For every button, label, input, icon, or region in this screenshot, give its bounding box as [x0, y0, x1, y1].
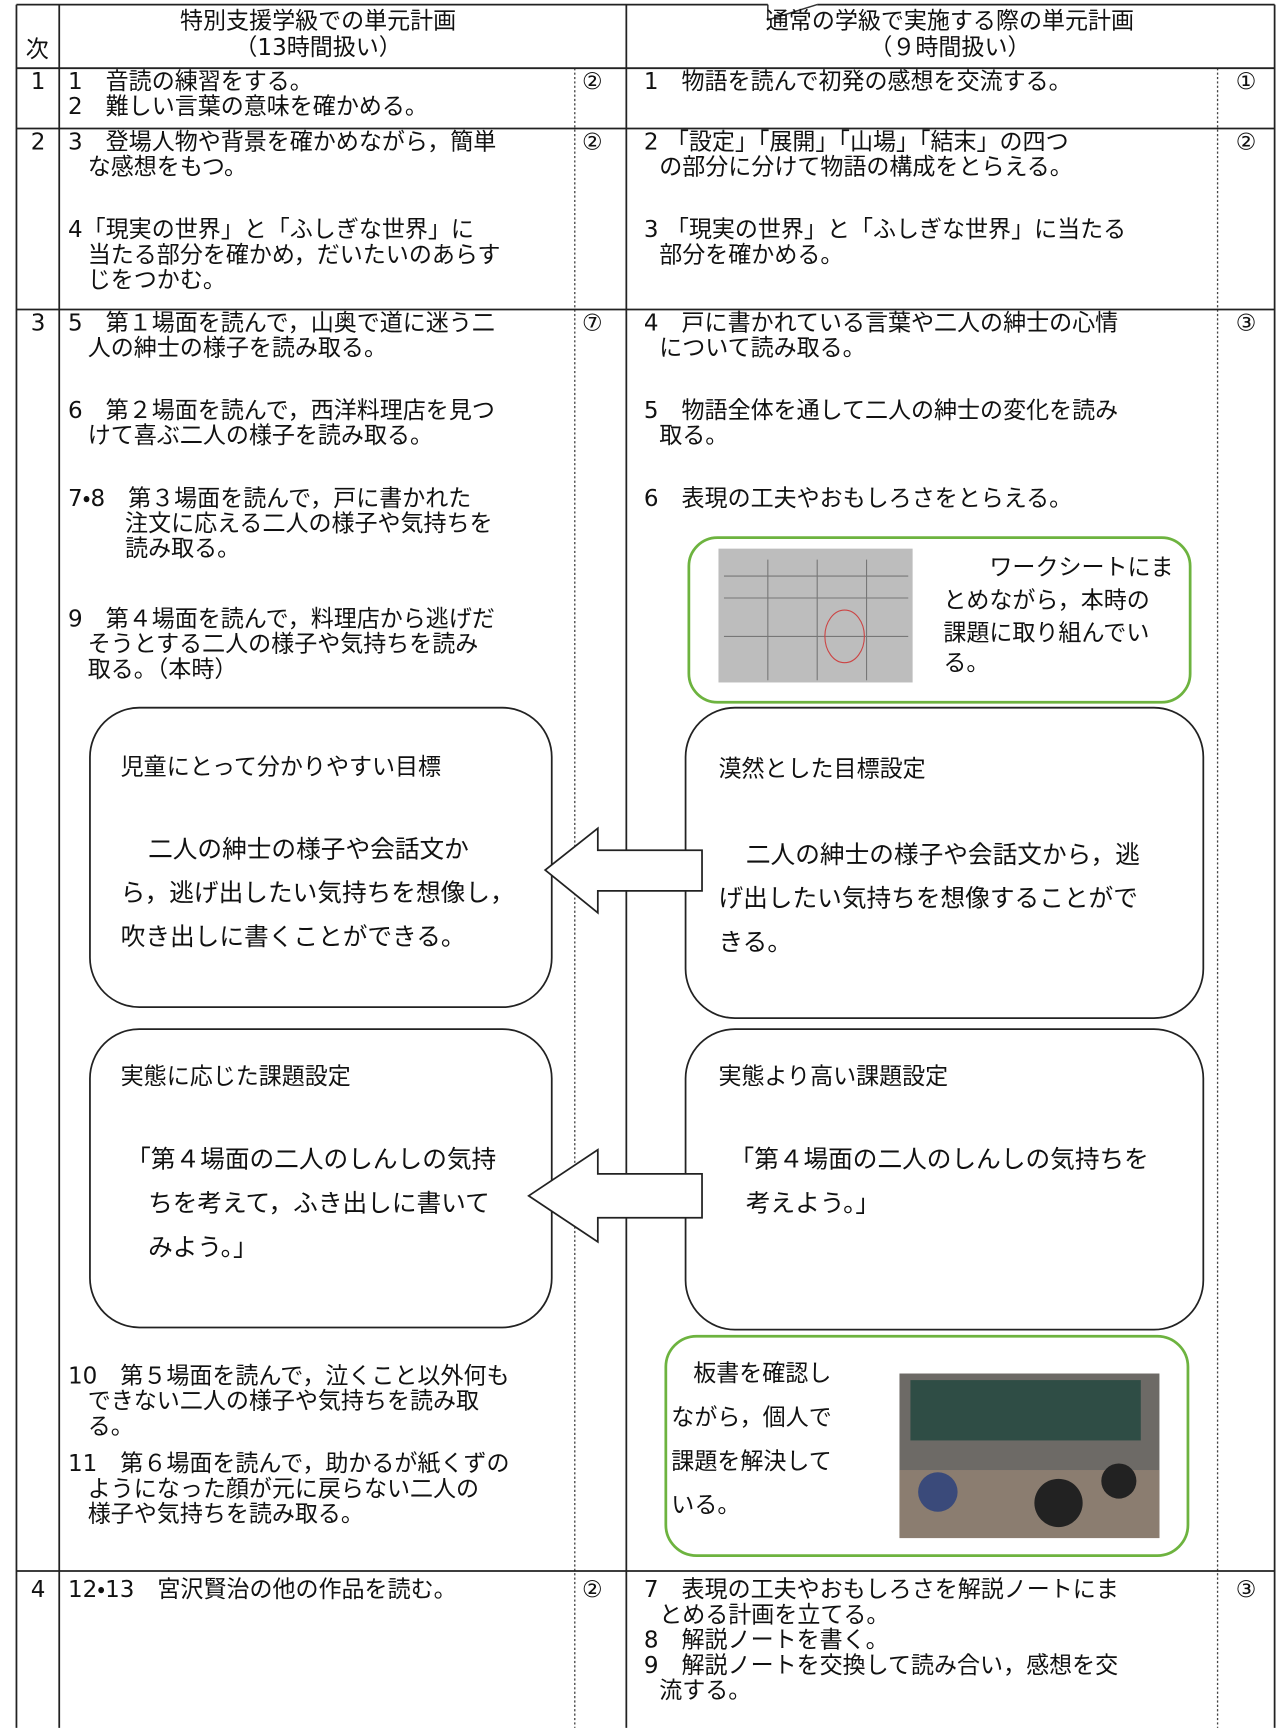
plan-text: 人の紳士の様子を読み取る。: [88, 335, 387, 361]
student: [918, 1472, 958, 1512]
plan-text: けて喜ぶ二人の様子を読み取る。: [88, 423, 433, 449]
plan-text: について読み取る。: [659, 335, 865, 361]
worksheet-photo: [718, 548, 913, 683]
plan-text: 3 「現実の世界」と「ふしぎな世界」に当たる: [644, 217, 1126, 243]
callout-heading: 実態に応じた課題設定: [121, 1064, 351, 1090]
photo-caption: る。: [943, 650, 989, 676]
hours: ①: [1236, 69, 1257, 95]
callout-text: 吹き出しに書くことができる。: [121, 922, 466, 951]
plan-text: 1 音読の練習をする。: [68, 69, 313, 95]
right-title: 通常の学級で実施する際の単元計画: [766, 9, 1134, 35]
plan-text: 1 物語を読んで初発の感想を交流する。: [644, 69, 1072, 95]
plan-text: 2 難しい言葉の意味を確かめる。: [68, 94, 428, 120]
photo-caption: 課題を解決して: [671, 1449, 831, 1475]
plan-text: 2 「設定」「展開」「山場」「結末」の四つ: [644, 129, 1069, 155]
arrow: [527, 1148, 703, 1244]
plan-text: 注文に応える二人の様子や気持ちを: [125, 511, 493, 537]
callout-text: 「第４場面の二人のしんしの気持: [126, 1145, 496, 1174]
plan-text: る。: [88, 1414, 134, 1440]
plan-text: 11 第６場面を読んで，助かるが紙くずの: [68, 1451, 510, 1477]
callout-heading: 漠然とした目標設定: [718, 757, 925, 783]
photo-caption: いる。: [671, 1493, 740, 1519]
plan-text: 5 第１場面を読んで，山奥で道に迷う二: [68, 310, 495, 336]
stage-number: 2: [31, 129, 46, 155]
stage-number: 4: [31, 1577, 46, 1603]
plan-text: 7 表現の工夫やおもしろさを解説ノートにま: [644, 1577, 1119, 1603]
left-title: （13時間扱い）: [234, 35, 401, 61]
plan-text: 読み取る。: [125, 536, 240, 562]
callout-text: 二人の紳士の様子や会話文から，逃: [746, 840, 1140, 869]
plan-text: 6 第２場面を読んで，西洋料理店を見つ: [68, 398, 495, 424]
plan-text: 5 物語全体を通して二人の紳士の変化を読み: [644, 398, 1118, 424]
hours: ③: [1236, 310, 1257, 336]
plan-text: じをつかむ。: [88, 267, 226, 293]
arrow: [543, 826, 703, 915]
plan-text: ようになった顔が元に戻らない二人の: [88, 1476, 479, 1502]
photo-caption: 板書を確認し: [693, 1361, 831, 1387]
student: [1101, 1463, 1137, 1499]
callout-heading: 児童にとって分かりやすい目標: [121, 755, 441, 781]
plan-text: できない二人の様子や気持ちを読み取: [88, 1389, 479, 1415]
plan-text: 当たる部分を確かめ，だいたいのあらす: [88, 242, 501, 268]
worksheet-lines: [723, 559, 909, 681]
blackboard: [910, 1380, 1141, 1441]
plan-text: 部分を確かめる。: [659, 242, 843, 268]
callout-box: [89, 706, 553, 1009]
plan-text: 8 解説ノートを書く。: [644, 1628, 889, 1654]
callout-text: ら，逃げ出したい気持ちを想像し，: [121, 878, 515, 907]
stage-number: 1: [31, 69, 46, 95]
plan-text: 様子や気持ちを読み取る。: [88, 1502, 364, 1528]
hours: ②: [582, 129, 603, 155]
left-title: 特別支援学級での単元計画: [180, 9, 456, 35]
plan-text: な感想をもつ。: [88, 155, 247, 181]
photo-caption: とめながら，本時の: [943, 588, 1149, 614]
hours: ②: [1236, 129, 1257, 155]
plan-text: 3 登場人物や背景を確かめながら，簡単: [68, 129, 496, 155]
plan-text: 9 第４場面を読んで，料理店から逃げだ: [68, 606, 495, 632]
plan-text: 9 解説ノートを交換して読み合い，感想を交: [644, 1653, 1118, 1679]
plan-text: 10 第５場面を読んで，泣くこと以外何も: [68, 1363, 510, 1389]
plan-text: 4 戸に書かれている言葉や二人の紳士の心情: [644, 310, 1118, 336]
callout-text: みよう。」: [148, 1232, 258, 1261]
callout-text: ちを考えて，ふき出しに書いて: [148, 1189, 490, 1218]
callout-text: 「第４場面の二人のしんしの気持ちを: [729, 1145, 1148, 1174]
stage-number: 3: [31, 310, 46, 336]
plan-text: 12・13 宮沢賢治の他の作品を読む。: [68, 1577, 457, 1603]
hours: ⑦: [582, 310, 603, 336]
callout-text: 二人の紳士の様子や会話文か: [148, 834, 469, 863]
hours: ②: [582, 1577, 603, 1603]
callout-box: [89, 1028, 553, 1329]
photo-caption: ながら，個人で: [671, 1405, 831, 1431]
photo-caption: 課題に取り組んでい: [943, 621, 1149, 647]
plan-text: の部分に分けて物語の構成をとらえる。: [659, 155, 1073, 181]
plan-text: 流する。: [659, 1678, 751, 1704]
photo-caption: ワークシートにま: [989, 555, 1173, 581]
student: [1034, 1478, 1083, 1528]
stage-header: 次: [26, 37, 49, 63]
plan-text: とめる計画を立てる。: [659, 1602, 889, 1628]
callout-tail: [767, 3, 818, 21]
plan-text: 取る。: [659, 423, 728, 449]
grid: [15, 3, 1276, 1728]
callout-text: げ出したい気持ちを想像することがで: [718, 884, 1137, 913]
plan-text: 7・8 第３場面を読んで，戸に書かれた: [68, 486, 471, 512]
plan-text: 取る。（本時）: [88, 657, 238, 683]
hours: ②: [582, 69, 603, 95]
callout-text: 考えよう。」: [746, 1189, 880, 1218]
callout-text: きる。: [718, 928, 792, 957]
hours: ③: [1236, 1577, 1257, 1603]
plan-text: 4「現実の世界」と「ふしぎな世界」に: [68, 217, 474, 243]
callout-heading: 実態より高い課題設定: [718, 1064, 948, 1090]
plan-text: そうとする二人の様子や気持ちを読み: [88, 632, 479, 658]
right-title: （９時間扱い）: [869, 35, 1030, 61]
plan-text: 6 表現の工夫やおもしろさをとらえる。: [644, 486, 1072, 512]
